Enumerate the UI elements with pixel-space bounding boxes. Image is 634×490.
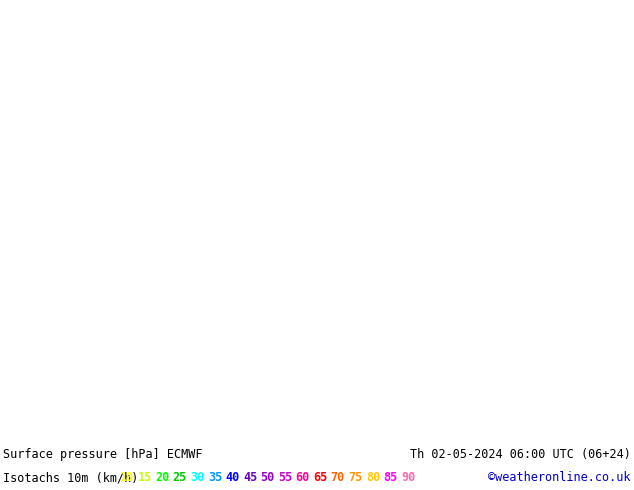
Text: 75: 75 — [348, 471, 363, 484]
Text: 10: 10 — [120, 471, 134, 484]
Text: 15: 15 — [138, 471, 152, 484]
Text: 40: 40 — [226, 471, 240, 484]
Text: 20: 20 — [155, 471, 169, 484]
Text: 90: 90 — [401, 471, 415, 484]
Text: 80: 80 — [366, 471, 380, 484]
Text: 85: 85 — [384, 471, 398, 484]
Text: 35: 35 — [208, 471, 222, 484]
Text: 50: 50 — [261, 471, 275, 484]
Text: 70: 70 — [331, 471, 345, 484]
Text: Th 02-05-2024 06:00 UTC (06+24): Th 02-05-2024 06:00 UTC (06+24) — [410, 448, 631, 461]
Text: 25: 25 — [173, 471, 187, 484]
Text: Isotachs 10m (km/h): Isotachs 10m (km/h) — [3, 471, 138, 484]
Text: 60: 60 — [295, 471, 310, 484]
Text: 65: 65 — [313, 471, 327, 484]
Text: Surface pressure [hPa] ECMWF: Surface pressure [hPa] ECMWF — [3, 448, 202, 461]
Text: 45: 45 — [243, 471, 257, 484]
Text: 30: 30 — [190, 471, 205, 484]
Text: ©weatheronline.co.uk: ©weatheronline.co.uk — [489, 471, 631, 484]
Text: 55: 55 — [278, 471, 292, 484]
